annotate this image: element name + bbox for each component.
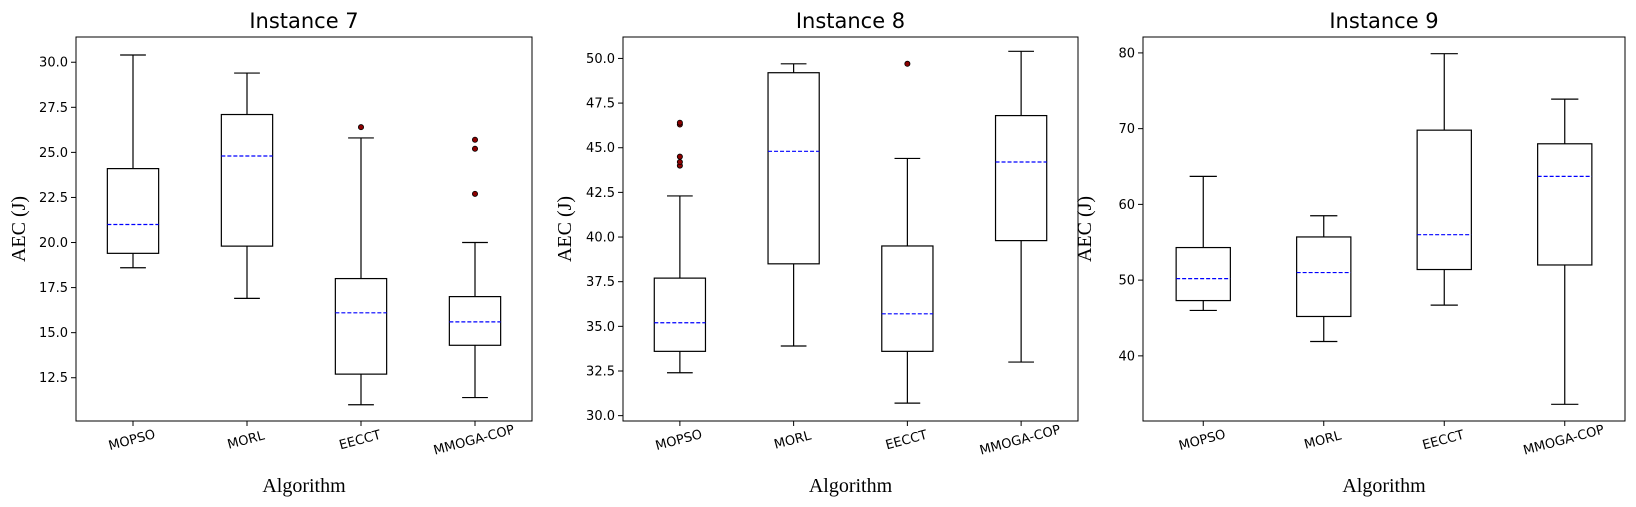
y-tick-label: 32.5 — [586, 364, 615, 379]
box-iqr — [220, 113, 274, 247]
y-tick-label: 70 — [1118, 122, 1135, 137]
chart-panel-2: Instance 8 30.0 32.5 35.0 37.5 40.0 42.5 45.0 47… — [554, 9, 1079, 497]
y-tick-label: 27.5 — [39, 101, 68, 116]
box-iqr — [106, 168, 160, 254]
x-tick-label: MORL — [1303, 428, 1344, 452]
x-tick-label: MORL — [226, 428, 267, 452]
x-tick-label: MMOGA-COP — [978, 423, 1062, 459]
x-tick-label: MMOGA-COP — [1522, 423, 1606, 459]
outlier-point — [676, 119, 683, 126]
box-iqr — [1296, 236, 1352, 318]
outlier-point — [471, 145, 478, 152]
x-tick-label: EECCT — [1421, 428, 1466, 454]
y-axis-label: AEC (J) — [554, 196, 576, 262]
box-eecct — [334, 124, 388, 406]
box-mmoga-cop — [994, 50, 1048, 363]
y-tick-label: 40 — [1118, 349, 1135, 364]
y-tick-label: 22.5 — [39, 191, 68, 206]
y-tick-label: 30.0 — [39, 56, 68, 71]
x-axis-label: Algorithm — [1342, 475, 1426, 497]
y-tick-label: 47.5 — [586, 97, 615, 112]
box-mmoga-cop — [1537, 98, 1593, 405]
y-tick-label: 17.5 — [39, 281, 68, 296]
outlier-point — [471, 190, 478, 197]
chart-title: Instance 8 — [796, 9, 905, 33]
y-tick-label: 35.0 — [586, 320, 615, 335]
chart-panel-1: Instance 7 12.5 15.0 17.5 20.0 22.5 25.0 27.5 30… — [8, 9, 533, 497]
x-tick-label: MOPSO — [654, 427, 704, 454]
box-iqr — [653, 277, 707, 352]
y-tick-label: 80 — [1118, 46, 1135, 61]
x-tick-label: MOPSO — [107, 427, 157, 454]
y-tick-label: 40.0 — [586, 231, 615, 246]
y-axis-label: AEC (J) — [1074, 196, 1096, 262]
x-axis-label: Algorithm — [809, 475, 893, 497]
y-tick-label: 50 — [1118, 274, 1135, 289]
x-axis-label: Algorithm — [262, 475, 346, 497]
box-mmoga-cop — [448, 136, 502, 399]
box-iqr — [1175, 246, 1231, 302]
plot-frame — [1142, 36, 1626, 422]
y-tick-label: 60 — [1118, 198, 1135, 213]
x-tick-label: MOPSO — [1177, 427, 1227, 454]
y-axis-label: AEC (J) — [8, 196, 30, 262]
y-tick-label: 45.0 — [586, 141, 615, 156]
box-iqr — [448, 296, 502, 346]
y-tick-label: 25.0 — [39, 146, 68, 161]
box-morl — [1296, 215, 1352, 343]
outlier-point — [676, 153, 683, 160]
outlier-point — [357, 124, 364, 131]
chart-panel-3: Instance 9 40 50 60 70 80 AEC (J) MOPSO MORL EECC… — [1074, 9, 1626, 497]
box-eecct — [881, 60, 934, 404]
box-eecct — [1416, 53, 1472, 306]
y-tick-label: 37.5 — [586, 275, 615, 290]
y-tick-label: 12.5 — [39, 371, 68, 386]
box-iqr — [334, 277, 388, 375]
y-tick-label: 42.5 — [586, 186, 615, 201]
box-iqr — [994, 114, 1048, 242]
box-iqr — [881, 245, 934, 352]
plot-frame — [75, 36, 533, 422]
chart-title: Instance 9 — [1329, 9, 1438, 33]
outlier-point — [471, 136, 478, 143]
x-tick-label: EECCT — [884, 428, 929, 454]
x-tick-label: EECCT — [338, 428, 383, 454]
box-iqr — [1416, 129, 1472, 271]
outlier-point — [676, 159, 683, 166]
outlier-point — [904, 60, 911, 67]
box-morl — [220, 72, 274, 300]
y-tick-label: 20.0 — [39, 236, 68, 251]
y-tick-label: 50.0 — [586, 52, 615, 67]
x-tick-label: MORL — [773, 428, 814, 452]
box-morl — [767, 63, 820, 347]
x-tick-label: MMOGA-COP — [432, 423, 516, 459]
chart-title: Instance 7 — [249, 9, 358, 33]
box-iqr — [1537, 143, 1593, 266]
y-tick-label: 15.0 — [39, 326, 68, 341]
plot-frame — [622, 36, 1079, 422]
box-mopso — [653, 119, 707, 374]
box-iqr — [767, 72, 820, 265]
box-mopso — [1175, 175, 1231, 312]
y-tick-label: 30.0 — [586, 409, 615, 424]
box-mopso — [106, 54, 160, 269]
